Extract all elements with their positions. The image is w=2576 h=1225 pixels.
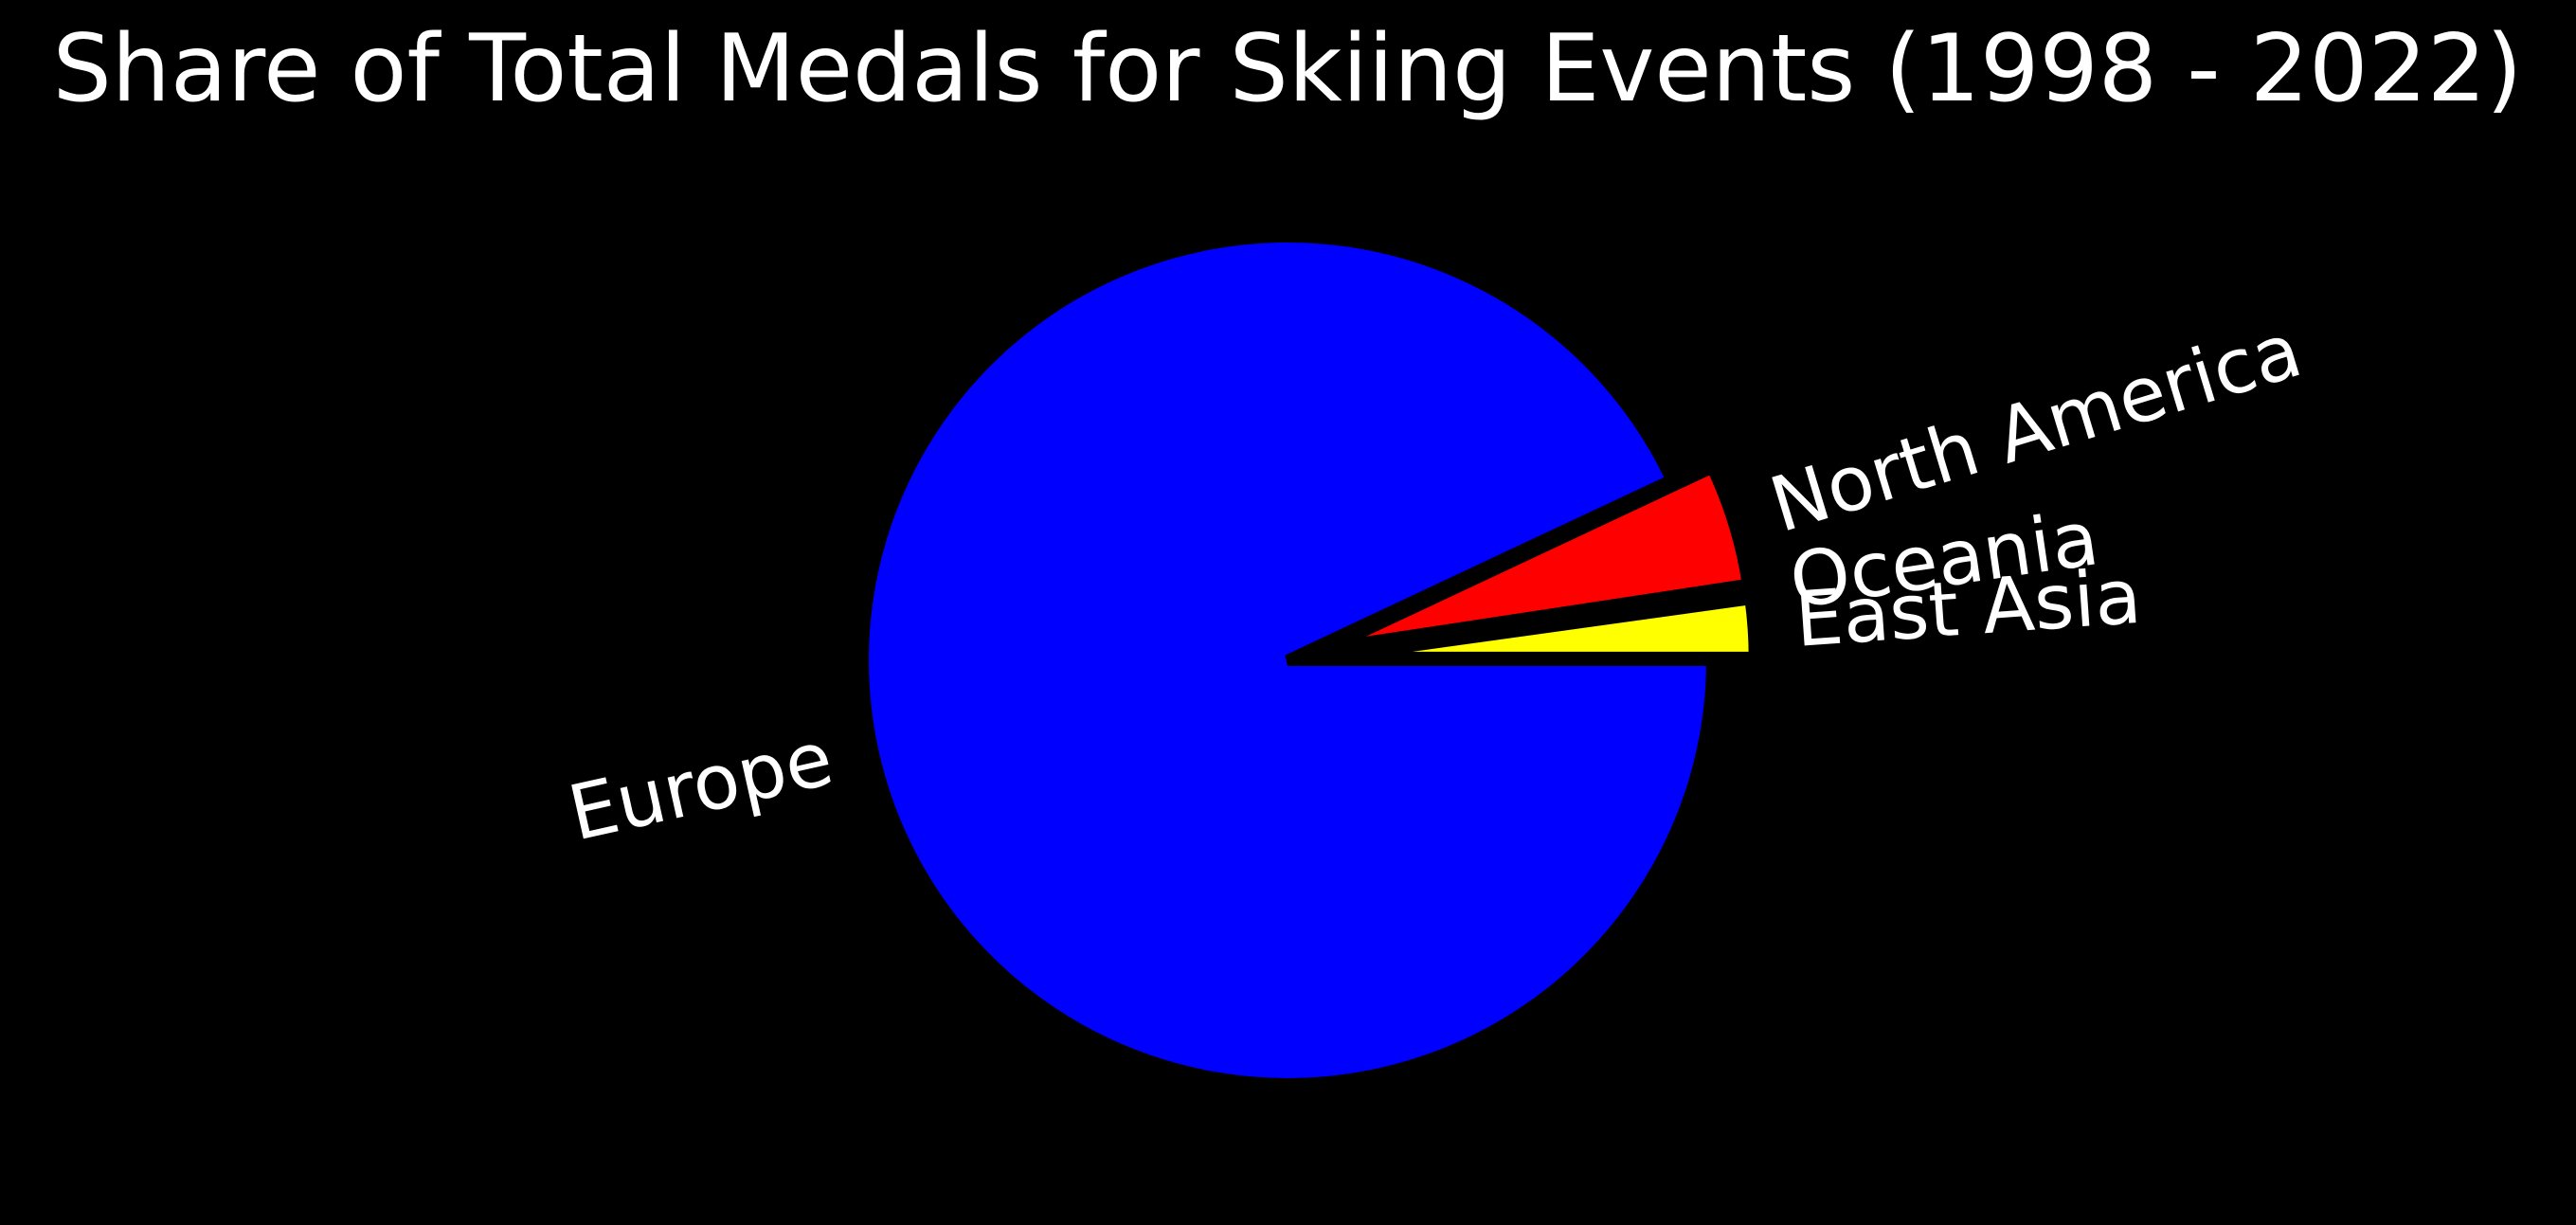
pie-slices bbox=[857, 231, 1760, 1090]
pie-slice-oceania bbox=[1328, 584, 1756, 660]
pie-slice-europe bbox=[857, 231, 1719, 1090]
chart-title: Share of Total Medals for Skiing Events … bbox=[53, 15, 2523, 123]
pie-slice-north-america bbox=[1325, 459, 1755, 654]
